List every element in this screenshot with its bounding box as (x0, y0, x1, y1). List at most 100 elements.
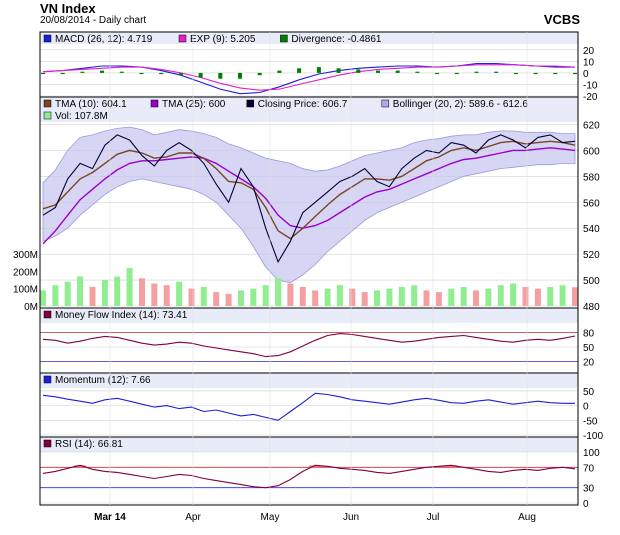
divergence-bar (316, 67, 321, 73)
volume-bar (176, 281, 183, 306)
y-tick-label: 500 (583, 276, 600, 287)
legend-swatch (246, 99, 255, 108)
volume-bar (275, 278, 282, 306)
chart-subtitle: 20/08/2014 - Daily chart (40, 15, 147, 26)
volume-bar (200, 286, 207, 306)
volume-bar (435, 292, 442, 306)
volume-bar (163, 285, 170, 306)
legend-band (40, 308, 578, 323)
y-tick-label: 10 (583, 57, 595, 68)
volume-bar (64, 281, 71, 306)
volume-bar (349, 288, 356, 306)
volume-bar (238, 290, 244, 306)
volume-bar (287, 283, 294, 306)
divergence-bar (198, 72, 203, 78)
volume-bar (559, 285, 566, 306)
y-tick-label: -50 (583, 416, 598, 427)
legend-swatch (43, 111, 52, 120)
panel-momentum: Momentum (12): 7.66 50 0 -50 -100 (39, 372, 603, 442)
volume-bar (423, 290, 430, 306)
y-tick-label: 50 (583, 343, 595, 354)
y-tick-label: 520 (583, 250, 600, 261)
legend-swatch (150, 99, 159, 108)
x-tick-label: May (261, 512, 280, 523)
volume-bar (188, 288, 195, 306)
bollinger-band (42, 126, 576, 284)
volume-bar (114, 276, 121, 306)
y-tick-label: 70 (583, 463, 595, 474)
divergence-bar (218, 72, 223, 79)
divergence-bar (139, 72, 144, 75)
legend-band (40, 32, 578, 44)
series-line (42, 147, 576, 245)
volume-bar (101, 280, 108, 306)
y-tick-label: 100 (583, 448, 600, 459)
y-tick-label: 0 (583, 402, 589, 413)
divergence-bar (119, 71, 124, 73)
series-line (42, 333, 576, 358)
divergence-bar (356, 69, 361, 73)
volume-bar (572, 287, 578, 306)
divergence-bar (474, 71, 479, 73)
divergence-bar (277, 70, 282, 73)
volume-bar (510, 283, 517, 306)
divergence-bar (257, 72, 262, 76)
y-tick-label: 30 (583, 484, 595, 495)
volume-bar (534, 288, 541, 306)
legend-swatch (43, 99, 52, 108)
y-tick-label: 0 (583, 499, 589, 510)
overbought-fill (309, 465, 322, 468)
volume-bar (336, 285, 343, 306)
volume-bar (497, 285, 504, 306)
chart-source: VCBS (543, 12, 580, 27)
volume-bar (52, 285, 59, 306)
legend-swatch (381, 99, 390, 108)
volume-bar (77, 276, 84, 306)
volume-bar (299, 286, 306, 306)
divergence-bar (435, 72, 440, 75)
y-tick-label: 480 (583, 302, 600, 313)
volume-bar (324, 288, 331, 306)
divergence-bar (238, 72, 242, 79)
series-line (42, 64, 576, 91)
divergence-bar (60, 72, 65, 75)
legend-band (40, 373, 578, 388)
x-tick-label: Jul (427, 512, 440, 523)
y-tick-label: 0 (583, 69, 589, 80)
legend-swatch (43, 439, 52, 448)
overbought-fill (74, 465, 87, 468)
volume-bar (151, 283, 158, 306)
panel-border (39, 436, 579, 506)
legend-label: Bollinger (20, 2): 589.6 - 612.6 (393, 99, 529, 110)
volume-tick-label: 100M (13, 285, 38, 296)
volume-bar (374, 290, 380, 306)
divergence-bar (41, 72, 45, 75)
legend-label: Momentum (12): 7.66 (55, 375, 151, 386)
y-tick-label: 20 (583, 46, 595, 57)
divergence-bar (553, 72, 558, 75)
divergence-bar (454, 72, 459, 75)
legend-label: Divergence: -0.4861 (291, 34, 381, 45)
legend-label: Money Flow Index (14): 73.41 (55, 310, 188, 321)
y-tick-label: 540 (583, 224, 600, 235)
legend-swatch (280, 34, 288, 43)
volume-bar (386, 288, 393, 306)
divergence-bar (159, 72, 164, 75)
legend-swatch (43, 34, 52, 43)
y-tick-label: -100 (583, 431, 603, 442)
y-tick-label: 600 (583, 146, 600, 157)
volume-bar (485, 288, 492, 306)
legend-band (40, 97, 578, 122)
y-tick-label: 80 (583, 329, 595, 340)
chart-title: VN Index (40, 1, 96, 16)
divergence-bar (494, 71, 499, 73)
series-line (42, 464, 576, 489)
divergence-bar (415, 71, 420, 73)
volume-tick-label: 200M (13, 267, 38, 278)
x-tick-label: Aug (518, 512, 536, 523)
legend-swatch (178, 34, 187, 43)
legend-label: Vol: 107.8M (55, 111, 108, 122)
overbought-fill (445, 465, 458, 468)
y-tick-label: -10 (583, 80, 598, 91)
legend-label: TMA (10): 604.1 (55, 99, 127, 110)
